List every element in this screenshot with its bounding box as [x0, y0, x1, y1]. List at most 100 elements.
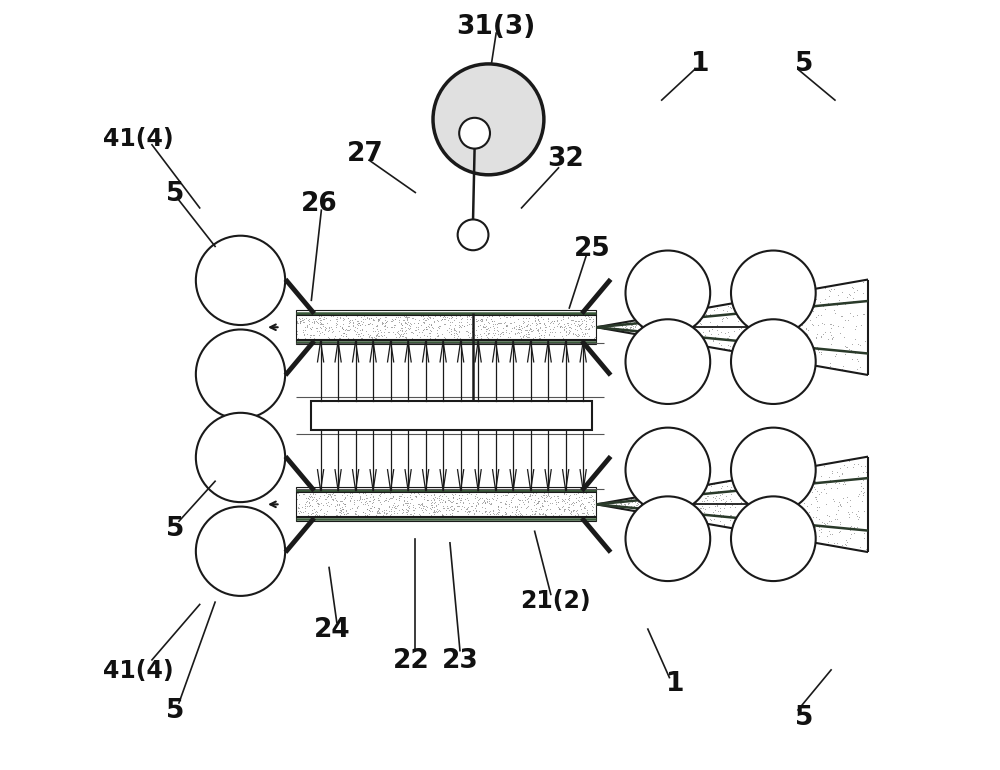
Point: [545, 509, 561, 521]
Point: [853, 480, 869, 492]
Point: [799, 357, 815, 370]
Point: [730, 315, 746, 327]
Point: [573, 503, 589, 515]
Point: [503, 486, 519, 498]
Point: [370, 494, 386, 506]
Point: [653, 326, 669, 338]
Point: [784, 531, 800, 544]
Point: [332, 333, 348, 345]
Point: [457, 504, 473, 517]
Point: [622, 494, 638, 506]
Point: [377, 314, 393, 326]
Point: [565, 309, 581, 321]
Point: [479, 494, 495, 506]
Point: [497, 489, 513, 501]
Point: [539, 495, 555, 507]
Point: [800, 324, 816, 336]
Point: [430, 330, 446, 343]
Point: [399, 504, 415, 516]
Point: [536, 492, 552, 504]
Point: [551, 316, 567, 329]
Point: [301, 490, 317, 502]
Point: [850, 490, 866, 502]
Point: [576, 330, 592, 342]
Point: [318, 497, 334, 509]
Point: [731, 323, 747, 336]
Point: [832, 462, 848, 474]
Point: [707, 333, 723, 345]
Point: [528, 319, 544, 331]
Point: [699, 515, 715, 527]
Point: [680, 337, 696, 350]
Point: [631, 504, 647, 516]
Point: [373, 497, 389, 510]
Text: 31(3): 31(3): [457, 14, 536, 40]
Point: [585, 507, 601, 519]
Point: [650, 326, 666, 338]
Point: [804, 460, 820, 473]
Point: [371, 313, 387, 325]
Point: [364, 497, 380, 509]
Point: [465, 319, 481, 331]
Point: [308, 314, 324, 326]
Point: [368, 509, 384, 521]
Point: [402, 320, 418, 332]
Point: [438, 507, 454, 520]
Point: [615, 500, 631, 513]
Point: [849, 353, 865, 365]
Point: [534, 498, 550, 511]
Point: [434, 508, 450, 521]
Point: [394, 324, 410, 336]
Point: [465, 315, 481, 327]
Point: [312, 321, 328, 333]
Point: [819, 530, 835, 542]
Point: [733, 484, 749, 497]
Point: [692, 501, 708, 514]
Point: [813, 346, 829, 358]
Point: [853, 460, 869, 472]
Point: [415, 324, 431, 336]
Point: [576, 507, 592, 520]
Point: [853, 319, 869, 331]
Point: [353, 314, 369, 326]
Point: [329, 313, 345, 325]
Point: [626, 500, 642, 512]
Point: [736, 513, 752, 525]
Point: [761, 324, 777, 336]
Point: [578, 509, 594, 521]
Point: [506, 320, 522, 333]
Point: [530, 492, 546, 504]
Point: [572, 498, 588, 511]
Point: [606, 319, 622, 331]
Point: [513, 320, 529, 332]
Point: [608, 495, 624, 507]
Point: [358, 325, 374, 337]
Point: [834, 286, 850, 298]
Point: [832, 517, 848, 530]
Point: [552, 321, 568, 333]
Point: [484, 310, 500, 323]
Point: [808, 293, 824, 306]
Point: [611, 323, 627, 336]
Point: [580, 507, 596, 520]
Point: [295, 323, 311, 336]
Point: [579, 507, 595, 520]
Point: [565, 499, 581, 511]
Point: [369, 323, 385, 335]
Point: [296, 329, 312, 341]
Point: [316, 313, 332, 325]
Point: [355, 506, 371, 518]
Point: [712, 502, 728, 514]
Point: [753, 299, 769, 311]
Point: [662, 489, 678, 501]
Point: [607, 499, 623, 511]
Point: [295, 326, 311, 338]
Point: [787, 533, 803, 545]
Point: [460, 500, 476, 513]
Point: [438, 504, 454, 516]
Point: [443, 496, 459, 508]
Point: [686, 316, 702, 329]
Point: [495, 328, 511, 340]
Point: [801, 295, 817, 307]
Point: [429, 326, 445, 339]
